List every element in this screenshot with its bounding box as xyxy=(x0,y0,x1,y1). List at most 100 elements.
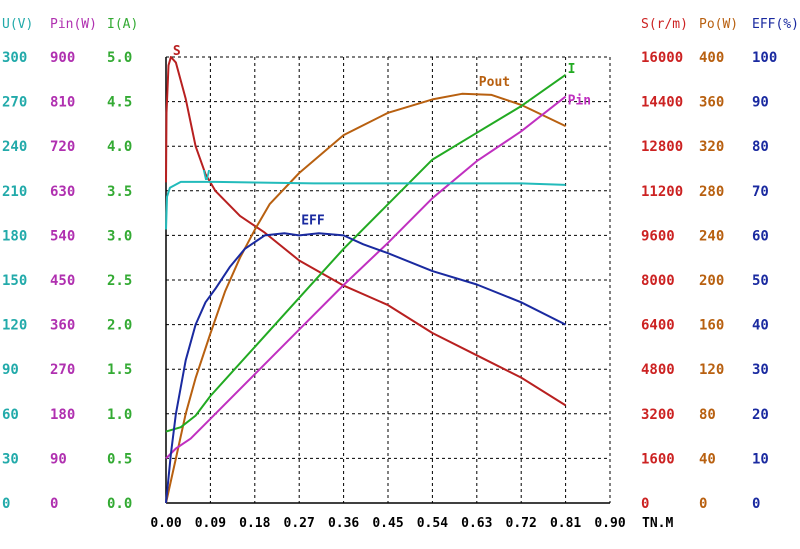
x-tick-label: 0.18 xyxy=(239,516,270,531)
tick-label-I: 1.5 xyxy=(107,362,132,378)
tick-label-U: 90 xyxy=(2,362,19,378)
tick-label-EFF: 40 xyxy=(752,318,769,334)
tick-label-EFF: 10 xyxy=(752,451,769,467)
tick-label-S: 9600 xyxy=(641,228,675,244)
tick-label-Pin: 270 xyxy=(50,362,75,378)
tick-label-Po: 80 xyxy=(699,407,716,423)
tick-label-Po: 200 xyxy=(699,273,724,289)
x-tick-label: 0.72 xyxy=(506,516,537,531)
tick-label-S: 4800 xyxy=(641,362,675,378)
tick-label-EFF: 70 xyxy=(752,184,769,200)
x-tick-label: 0.81 xyxy=(550,516,581,531)
tick-label-Po: 360 xyxy=(699,95,724,111)
tick-label-U: 0 xyxy=(2,496,10,512)
tick-label-U: 240 xyxy=(2,139,27,155)
series-lines xyxy=(165,56,567,504)
tick-label-S: 6400 xyxy=(641,318,675,334)
axis-header-S: S(r/m) xyxy=(641,17,688,32)
axis-header-I: I(A) xyxy=(107,17,138,32)
chart-grid xyxy=(165,56,611,504)
tick-label-I: 3.0 xyxy=(107,228,132,244)
series-line-S xyxy=(165,56,567,407)
x-tick-label: 0.54 xyxy=(417,516,448,531)
tick-label-U: 150 xyxy=(2,273,27,289)
tick-label-Pin: 180 xyxy=(50,407,75,423)
tick-label-Pin: 720 xyxy=(50,139,75,155)
tick-label-Po: 0 xyxy=(699,496,707,512)
x-tick-label: 0.63 xyxy=(461,516,492,531)
tick-label-Pin: 630 xyxy=(50,184,75,200)
tick-label-Po: 240 xyxy=(699,228,724,244)
axis-header-Po: Po(W) xyxy=(699,17,738,32)
tick-label-I: 2.0 xyxy=(107,318,132,334)
tick-label-I: 5.0 xyxy=(107,50,132,66)
tick-label-U: 210 xyxy=(2,184,27,200)
tick-label-U: 120 xyxy=(2,318,27,334)
tick-label-Po: 40 xyxy=(699,451,716,467)
tick-label-Pin: 900 xyxy=(50,50,75,66)
tick-label-I: 4.5 xyxy=(107,95,132,111)
tick-label-Po: 320 xyxy=(699,139,724,155)
x-tick-label: 0.90 xyxy=(594,516,625,531)
series-line-Pin xyxy=(165,95,567,460)
tick-label-EFF: 60 xyxy=(752,228,769,244)
tick-label-Pin: 540 xyxy=(50,228,75,244)
tick-label-I: 0.0 xyxy=(107,496,132,512)
tick-label-I: 2.5 xyxy=(107,273,132,289)
tick-label-Po: 280 xyxy=(699,184,724,200)
x-tick-label: 0.27 xyxy=(284,516,315,531)
series-line-Pout xyxy=(165,92,567,504)
series-label-Pin: Pin xyxy=(568,94,591,109)
x-axis: 0.00 0.09 0.18 0.27 0.36 0.45 0.54 0.63 0.72 0.81… xyxy=(150,516,673,531)
tick-label-Pin: 0 xyxy=(50,496,58,512)
tick-label-Pin: 360 xyxy=(50,318,75,334)
axis-header-U: U(V) xyxy=(2,17,33,32)
series-line-I xyxy=(165,73,567,433)
tick-label-EFF: 90 xyxy=(752,95,769,111)
tick-label-S: 0 xyxy=(641,496,649,512)
x-tick-label: 0.09 xyxy=(195,516,226,531)
tick-label-I: 0.5 xyxy=(107,451,132,467)
tick-label-S: 1600 xyxy=(641,451,675,467)
series-label-EFF: EFF xyxy=(301,213,325,228)
tick-label-S: 3200 xyxy=(641,407,675,423)
left-axes: U(V) 0 30 60 90 120 150 180 210 240 270 300 Pin(W) 0 9… xyxy=(2,17,138,512)
x-axis-unit: TN.M xyxy=(642,516,673,531)
axis-header-EFF: EFF(%) xyxy=(752,17,799,32)
tick-label-U: 60 xyxy=(2,407,19,423)
tick-label-S: 8000 xyxy=(641,273,675,289)
tick-label-Pin: 90 xyxy=(50,451,67,467)
x-tick-label: 0.00 xyxy=(150,516,181,531)
tick-label-S: 14400 xyxy=(641,95,683,111)
tick-label-EFF: 30 xyxy=(752,362,769,378)
tick-label-U: 270 xyxy=(2,95,27,111)
series-label-Pout: Pout xyxy=(479,75,510,90)
series-line-V xyxy=(165,180,566,230)
tick-label-EFF: 80 xyxy=(752,139,769,155)
x-tick-label: 0.45 xyxy=(372,516,403,531)
series-line-EFF xyxy=(165,232,567,504)
tick-label-S: 12800 xyxy=(641,139,683,155)
tick-label-I: 4.0 xyxy=(107,139,132,155)
tick-label-Pin: 810 xyxy=(50,95,75,111)
tick-label-EFF: 20 xyxy=(752,407,769,423)
tick-label-I: 1.0 xyxy=(107,407,132,423)
series-label-V: V xyxy=(203,169,211,184)
series-label-I: I xyxy=(568,62,576,77)
x-tick-label: 0.36 xyxy=(328,516,359,531)
tick-label-Po: 160 xyxy=(699,318,724,334)
tick-label-S: 16000 xyxy=(641,50,683,66)
tick-label-EFF: 100 xyxy=(752,50,777,66)
tick-label-EFF: 50 xyxy=(752,273,769,289)
tick-label-U: 180 xyxy=(2,228,27,244)
tick-label-Po: 120 xyxy=(699,362,724,378)
series-label-S: S xyxy=(173,44,181,59)
right-axes: S(r/m)0160032004800640080009600112001280… xyxy=(641,17,799,512)
tick-label-EFF: 0 xyxy=(752,496,760,512)
series-labels: S Pout Pin I V EFF xyxy=(173,44,591,228)
axis-header-Pin: Pin(W) xyxy=(50,17,97,32)
tick-label-S: 11200 xyxy=(641,184,683,200)
tick-label-Po: 400 xyxy=(699,50,724,66)
tick-label-U: 30 xyxy=(2,451,19,467)
